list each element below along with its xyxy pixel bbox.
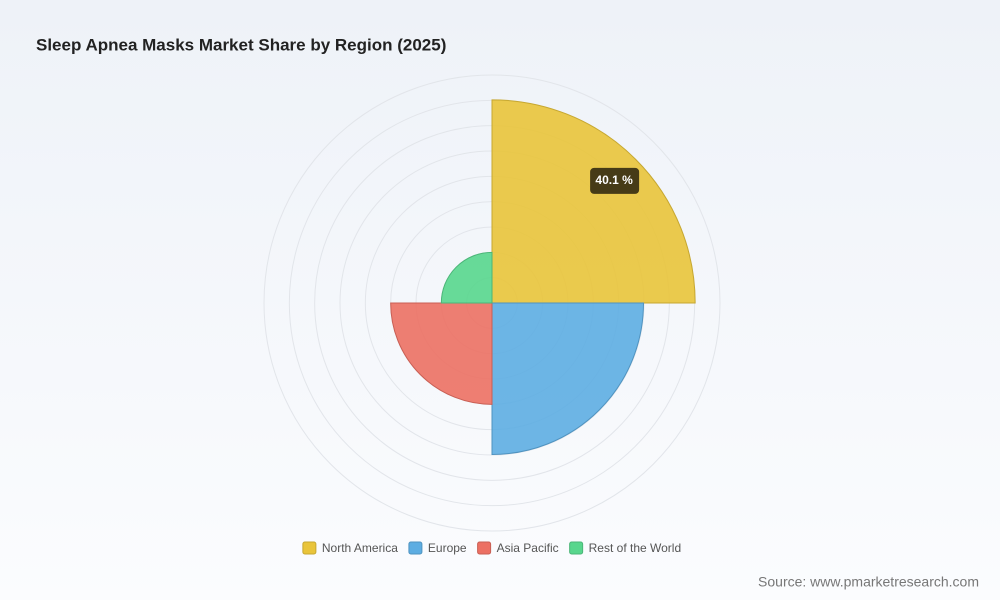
legend-label: Asia Pacific	[497, 541, 559, 555]
tooltip-box	[590, 167, 640, 194]
legend-label: Rest of the World	[589, 541, 681, 555]
legend-swatch	[477, 541, 492, 555]
source: Source: www.pmarketresearch.com	[758, 574, 979, 590]
legend-swatch	[302, 541, 317, 555]
tooltip-label: 40.1 %	[595, 173, 633, 187]
legend: North America Europe Asia Pacific Rest of t…	[302, 541, 681, 555]
sector	[390, 302, 493, 405]
sector	[491, 302, 644, 455]
legend-swatch	[408, 541, 423, 555]
sector	[491, 99, 696, 304]
legend-label: North America	[322, 541, 398, 555]
sector	[440, 251, 493, 304]
legend-label: Europe	[428, 541, 467, 555]
grid-ring	[263, 74, 721, 532]
legend-swatch	[569, 541, 584, 555]
chart-title: Sleep Apnea Masks Market Share by Region…	[36, 35, 446, 54]
